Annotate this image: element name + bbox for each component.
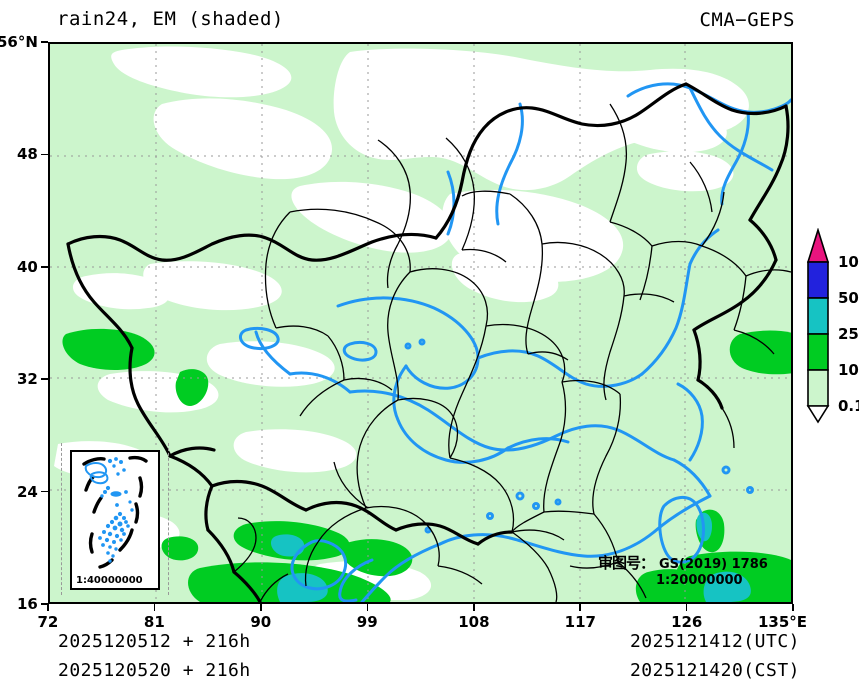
y-tick-mark — [41, 378, 48, 381]
x-tick-mark — [153, 604, 156, 611]
rivers-layer — [238, 82, 791, 602]
inset-scale-label: 1:40000000 — [76, 575, 143, 586]
inset-island-features — [84, 457, 134, 563]
colorbar-arrow-top — [806, 227, 830, 263]
x-tick-label-99: 99 — [356, 613, 378, 631]
y-tick-label-48: 48 — [17, 145, 38, 164]
footer-init-time-cst: 2025120520 + 216h — [58, 660, 251, 681]
x-tick-label-108: 108 — [458, 613, 490, 631]
colorbar-canvas — [806, 227, 830, 424]
coastline — [233, 407, 735, 602]
approval-number: GS(2019) 1786 — [659, 557, 768, 572]
shading-level-25 — [270, 512, 751, 602]
x-tick-label-126: 126 — [671, 613, 703, 631]
inset-guide-right — [168, 443, 169, 595]
y-tick-label-16: 16 — [17, 595, 38, 613]
y-tick-label-24: 24 — [17, 482, 38, 501]
x-tick-mark — [47, 604, 49, 611]
x-tick-label-117: 117 — [564, 613, 596, 631]
shading-level-0p1 — [50, 44, 791, 602]
page-title: rain24, EM (shaded) — [57, 8, 284, 30]
x-tick-label-72: 72 — [37, 613, 59, 631]
colorbar: 0.1 10 25 50 100 — [806, 227, 859, 424]
colorbar-label-50: 50 — [838, 289, 859, 307]
y-tick-label-56: 56°N — [0, 33, 38, 51]
x-tick-mark — [579, 604, 581, 611]
map-plot-area — [48, 42, 793, 604]
footer-valid-time-utc: 2025121412(UTC) — [629, 631, 800, 652]
national-border — [66, 82, 790, 602]
x-tick-mark — [260, 604, 262, 611]
province-boundaries — [264, 103, 791, 587]
colorbar-label-25: 25 — [838, 325, 859, 343]
colorbar-label-0p1: 0.1 — [838, 397, 859, 415]
x-tick-mark — [685, 604, 688, 611]
colorbar-arrow-bottom — [806, 405, 830, 424]
approval-label: 审图号： — [598, 554, 655, 572]
y-tick-label-32: 32 — [17, 370, 38, 389]
x-tick-mark — [472, 604, 475, 611]
grid-lines — [50, 44, 791, 602]
colorbar-label-10: 10 — [838, 361, 859, 379]
nine-dash-line — [82, 455, 148, 569]
y-tick-mark — [41, 490, 48, 493]
colorbar-band-25 — [807, 297, 829, 335]
inset-canvas — [72, 452, 158, 588]
inset-guide-left — [61, 443, 62, 595]
footer-init-time-utc: 2025120512 + 216h — [58, 631, 251, 652]
colorbar-band-0p1 — [807, 369, 829, 407]
colorbar-label-100: 100 — [838, 253, 859, 271]
colorbar-band-50 — [807, 261, 829, 299]
y-tick-mark — [41, 266, 48, 268]
y-tick-mark — [41, 153, 48, 156]
x-tick-mark — [792, 604, 794, 611]
y-tick-label-40: 40 — [17, 257, 38, 276]
colorbar-band-10 — [807, 333, 829, 371]
x-tick-label-90: 90 — [250, 613, 272, 631]
y-tick-mark — [41, 41, 48, 43]
model-label: CMA−GEPS — [699, 9, 795, 31]
y-tick-mark — [41, 603, 48, 605]
x-tick-mark — [366, 604, 369, 611]
map-approval-block: 审图号： GS(2019) 1786 1:20000000 — [598, 554, 768, 588]
south-china-sea-inset: 1:40000000 — [70, 450, 160, 590]
x-tick-label-81: 81 — [143, 613, 165, 631]
map-canvas — [50, 44, 791, 602]
x-tick-label-135: 135°E — [758, 613, 808, 631]
footer-valid-time-cst: 2025121420(CST) — [629, 660, 800, 681]
approval-scale: 1:20000000 — [656, 572, 743, 588]
